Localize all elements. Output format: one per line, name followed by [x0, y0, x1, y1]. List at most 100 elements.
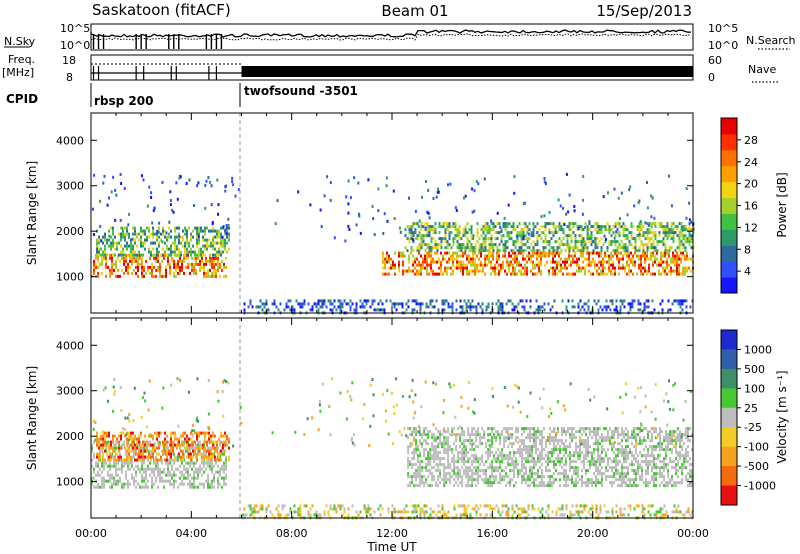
range-cell: [119, 274, 121, 278]
range-cell: [142, 229, 144, 233]
range-cell: [97, 470, 99, 474]
range-cell: [419, 475, 422, 479]
range-cell: [643, 460, 645, 464]
range-cell: [259, 305, 262, 309]
range-cell: [582, 260, 584, 264]
range-cell: [675, 466, 677, 470]
range-cell: [513, 191, 516, 195]
range-cell: [415, 430, 418, 434]
range-cell: [418, 231, 421, 235]
range-cell: [548, 249, 551, 253]
range-cell: [672, 254, 674, 258]
range-cell: [579, 442, 581, 446]
range-cell: [172, 210, 175, 214]
range-cell: [179, 268, 181, 272]
range-cell: [115, 274, 117, 278]
range-cell: [454, 225, 457, 229]
range-cell: [111, 476, 113, 480]
range-cell: [577, 466, 579, 470]
range-cell: [614, 269, 616, 273]
range-cell: [512, 263, 514, 267]
range-cell: [573, 481, 575, 485]
range-cell: [523, 475, 525, 479]
range-cell: [540, 254, 542, 258]
range-cell: [146, 238, 148, 242]
range-cell: [675, 484, 677, 488]
range-cell: [173, 452, 175, 456]
range-cell: [513, 442, 515, 446]
range-cell: [598, 240, 601, 244]
range-cell: [660, 225, 663, 229]
range-cell: [141, 262, 143, 266]
range-cell: [613, 236, 616, 240]
range-cell: [509, 463, 512, 467]
range-cell: [469, 448, 472, 452]
range-cell: [521, 454, 523, 458]
range-cell: [636, 254, 638, 258]
range-cell: [680, 231, 683, 235]
range-cell: [406, 249, 409, 253]
range-cell: [159, 467, 161, 471]
range-cell: [425, 463, 428, 467]
range-cell: [492, 246, 495, 250]
range-cell: [590, 243, 593, 247]
range-cell: [149, 440, 151, 444]
range-cell: [510, 225, 513, 229]
range-cell: [228, 235, 230, 239]
range-cell: [118, 253, 120, 257]
range-cell: [617, 478, 619, 482]
range-cell: [614, 249, 617, 253]
range-cell: [636, 225, 639, 229]
range-cell: [470, 257, 472, 261]
range-cell: [646, 251, 648, 255]
range-cell: [513, 472, 515, 476]
range-cell: [648, 246, 651, 250]
range-cell: [454, 234, 457, 238]
range-cell: [519, 439, 521, 443]
range-cell: [186, 253, 188, 257]
range-cell: [579, 448, 581, 452]
range-cell: [565, 469, 567, 473]
range-cell: [672, 237, 675, 241]
range-cell: [639, 475, 641, 479]
range-cell: [498, 263, 500, 267]
range-cell: [135, 470, 137, 474]
range-cell: [522, 222, 525, 226]
range-cell: [628, 272, 630, 276]
range-cell: [489, 439, 492, 443]
range-cell: [682, 234, 685, 238]
range-cell: [140, 235, 142, 239]
range-cell: [530, 260, 532, 264]
range-cell: [220, 238, 222, 242]
range-cell: [392, 266, 394, 270]
range-cell: [97, 473, 99, 477]
range-cell: [455, 481, 458, 485]
range-cell: [617, 463, 619, 467]
range-cell: [568, 246, 571, 250]
range-cell: [535, 463, 537, 467]
range-cell: [690, 237, 693, 241]
range-cell: [513, 484, 515, 488]
range-cell: [594, 251, 596, 255]
range-cell: [132, 247, 134, 251]
range-cell: [532, 251, 534, 255]
range-cell: [143, 467, 145, 471]
range-cell: [173, 271, 175, 275]
range-cell: [614, 240, 617, 244]
range-cell: [671, 430, 673, 434]
range-cell: [549, 433, 551, 437]
range-cell: [548, 231, 551, 235]
range-cell: [204, 253, 206, 257]
range-cell: [619, 460, 621, 464]
range-cell: [225, 464, 227, 468]
range-cell: [627, 478, 629, 482]
range-cell: [541, 442, 543, 446]
range-cell: [185, 476, 187, 480]
range-cell: [604, 228, 607, 232]
range-cell: [182, 229, 184, 233]
range-cell: [684, 257, 686, 261]
range-cell: [529, 451, 531, 455]
range-cell: [472, 249, 475, 253]
range-cell: [195, 443, 197, 447]
range-cell: [454, 228, 457, 232]
